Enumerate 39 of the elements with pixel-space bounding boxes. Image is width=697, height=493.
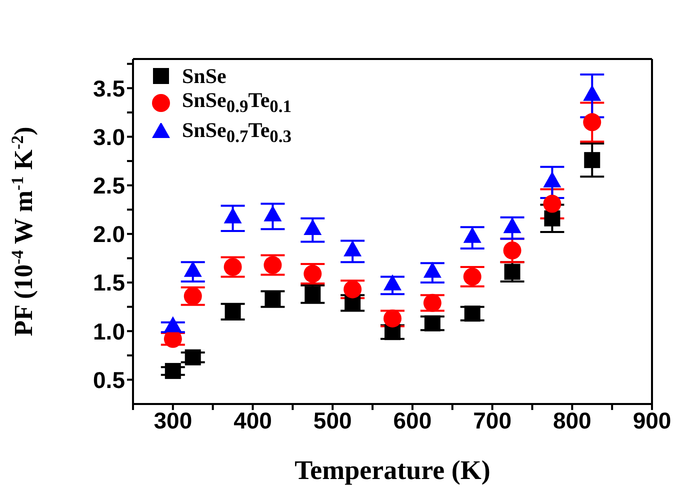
x-tick-label: 500 (313, 407, 352, 434)
x-tick-label: 700 (473, 407, 512, 434)
x-tick-label: 400 (234, 407, 272, 434)
legend-label: SnSe (182, 64, 226, 88)
x-tick-label: 800 (552, 407, 592, 434)
y-tick-label: 0.5 (93, 366, 126, 393)
point (464, 306, 480, 322)
y-tick-label: 2.0 (93, 221, 125, 248)
x-axis-title: Temperature (K) (294, 455, 490, 485)
point (304, 286, 321, 302)
legend-label: SnSe$_{0.7}$Te$_{0.3}$ (182, 118, 292, 148)
point (544, 210, 560, 226)
point (304, 264, 322, 283)
point (503, 241, 522, 260)
point (463, 268, 482, 286)
x-tick-label: 300 (154, 407, 192, 434)
point (344, 280, 362, 298)
point (184, 287, 202, 306)
point (184, 349, 201, 366)
y-tick-label: 2.5 (93, 172, 126, 199)
point (504, 264, 520, 280)
point (384, 309, 402, 328)
legend-label: SnSe$_{0.9}$Te$_{0.1}$ (182, 88, 292, 118)
point (164, 362, 181, 379)
point (423, 294, 442, 312)
point (543, 194, 562, 213)
y-tick-label: 1.5 (93, 270, 126, 296)
point (224, 304, 241, 320)
point (264, 256, 282, 274)
x-tick-label: 600 (393, 407, 432, 434)
point (584, 152, 600, 168)
point (424, 315, 440, 332)
y-tick-label: 1.0 (93, 318, 125, 344)
point (224, 258, 242, 276)
point (583, 113, 602, 132)
y-tick-label: 3.5 (93, 75, 126, 102)
y-tick-label: 3.0 (93, 124, 125, 150)
x-tick-label: 900 (632, 407, 672, 434)
point (264, 291, 281, 308)
